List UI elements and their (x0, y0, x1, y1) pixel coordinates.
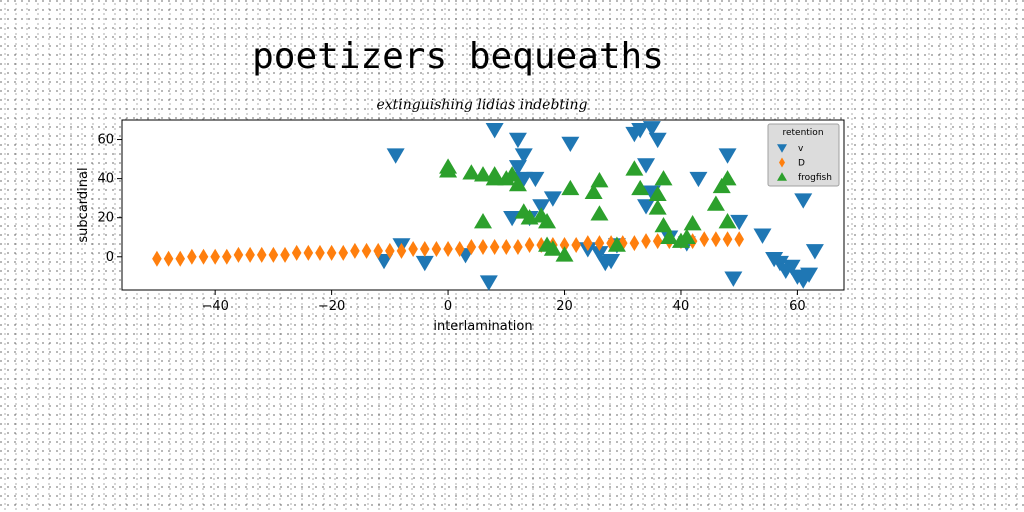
y-tick-label-20: 20 (97, 211, 114, 226)
legend-label-D: D (798, 159, 805, 169)
chart-subtitle: extinguishing lidias indebting (376, 97, 587, 113)
x-tick-label-40: 40 (673, 299, 690, 314)
y-tick-label-40: 40 (97, 172, 114, 187)
x-tick-label-0: 0 (444, 299, 452, 314)
x-tick-label-60: 60 (789, 299, 806, 314)
x-axis-label: interlamination (433, 319, 532, 334)
x-tick-label-20: 20 (556, 299, 573, 314)
legend-label-v: v (798, 144, 804, 154)
legend-title: retention (782, 128, 823, 138)
x-tick-label--20: −20 (318, 299, 345, 314)
y-axis-label: subcardinal (76, 167, 91, 242)
legend-label-frogfish: frogfish (798, 173, 832, 183)
chart-title: poetizers bequeaths (252, 36, 664, 77)
x-axis: −40 −20 0 20 40 60 (201, 290, 805, 314)
y-tick-label-0: 0 (106, 250, 114, 265)
x-tick-label--40: −40 (201, 299, 228, 314)
y-axis: 0 20 40 60 (97, 133, 122, 265)
y-tick-label-60: 60 (97, 133, 114, 148)
plot-area (122, 120, 844, 290)
